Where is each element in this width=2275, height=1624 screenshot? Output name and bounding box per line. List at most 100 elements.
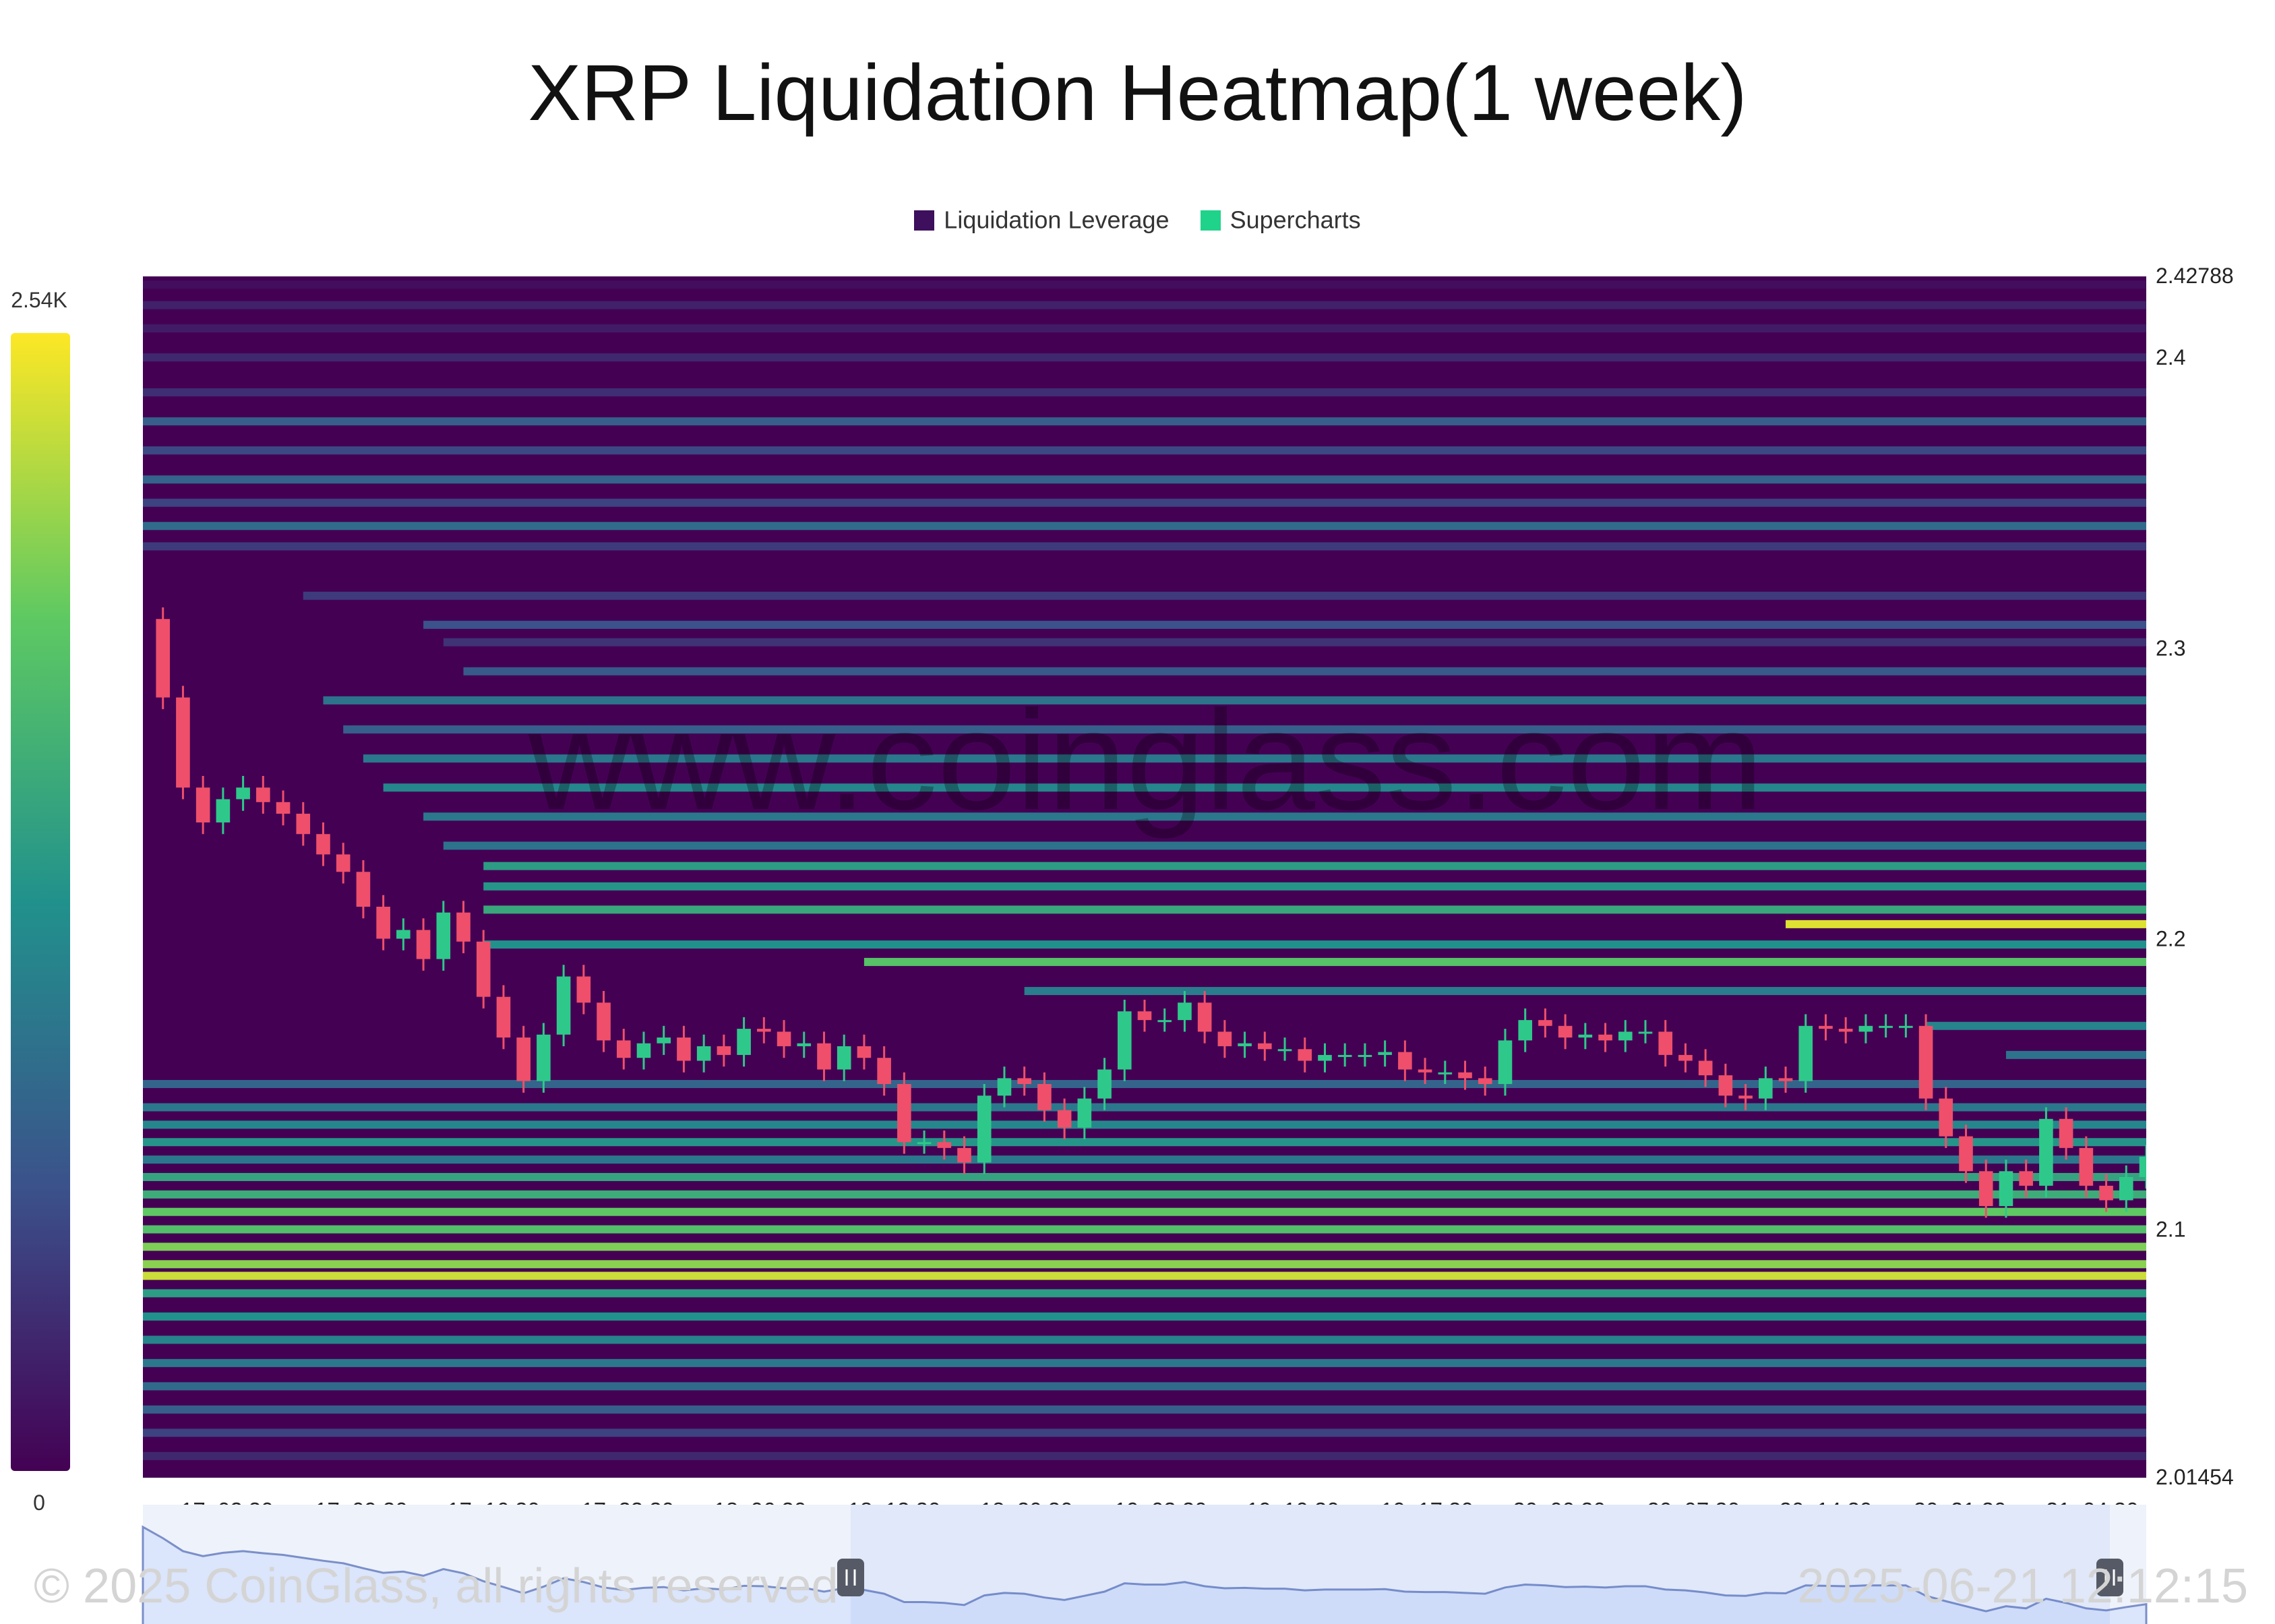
candle-body [897, 1084, 911, 1143]
legend-item-supercharts[interactable]: Supercharts [1200, 204, 1361, 234]
heat-band [463, 667, 2146, 675]
candle-body [1337, 1054, 1352, 1057]
candle-body [296, 814, 311, 835]
heat-band [143, 1335, 2146, 1344]
candle-body [657, 1037, 671, 1044]
candle-body [396, 930, 411, 939]
candle-body [576, 976, 591, 1003]
heat-band [143, 498, 2146, 507]
heat-band [863, 957, 2146, 966]
candle-body [1258, 1043, 1272, 1050]
candle-body [2139, 1156, 2146, 1177]
candle-body [496, 996, 511, 1038]
candle-body [797, 1043, 812, 1046]
candle-body [997, 1078, 1012, 1096]
heat-bands [143, 280, 2146, 1460]
candle-body [977, 1095, 992, 1163]
candle-body [556, 976, 571, 1035]
candle-body [1618, 1031, 1633, 1041]
candle-body [1598, 1034, 1612, 1041]
y-tick-label: 2.3 [2156, 636, 2185, 660]
candle-body [2119, 1176, 2133, 1201]
heat-band [143, 324, 2146, 333]
heat-band [143, 446, 2146, 455]
candle-body [316, 834, 330, 855]
candle-body [1117, 1011, 1132, 1070]
candle-body [356, 872, 371, 907]
navigator-handle-right[interactable] [2096, 1559, 2123, 1596]
copyright-text: © 2025 CoinGlass, all rights reserved [34, 1559, 839, 1613]
candle-body [597, 1002, 611, 1041]
candle-body [1899, 1025, 1913, 1028]
candle-body [537, 1034, 551, 1081]
color-scale-max-label: 2.54K [11, 288, 67, 312]
legend-item-liquidation-leverage[interactable]: Liquidation Leverage [914, 204, 1170, 234]
candle-body [1217, 1031, 1232, 1046]
candle-body [1678, 1054, 1693, 1061]
candle-body [717, 1046, 731, 1055]
candle-body [1718, 1075, 1733, 1096]
legend-swatch-supercharts [1200, 210, 1221, 231]
candle-body [1137, 1011, 1152, 1021]
candle-body [1658, 1031, 1673, 1055]
heat-band [143, 1172, 2146, 1181]
candle-body [1959, 1136, 1973, 1172]
heat-band [143, 1225, 2146, 1234]
y-tick-label: 2.1 [2156, 1217, 2185, 1242]
candle-body [516, 1037, 530, 1081]
price-candles [156, 607, 2146, 1218]
legend-label-liquidation-leverage: Liquidation Leverage [944, 206, 1170, 234]
candle-body [1238, 1043, 1252, 1046]
candle-body [1478, 1078, 1492, 1085]
y-axis: 2.42788 2.01454 2.4 2.3 2.2 2.1 [2156, 264, 2234, 1489]
candle-body [1017, 1078, 1031, 1085]
color-scale-min-label: 0 [33, 1491, 45, 1515]
candle-body [1978, 1171, 1993, 1207]
heat-band [303, 591, 2146, 600]
heat-band [483, 940, 2146, 949]
candle-body [1498, 1040, 1513, 1085]
heat-band [143, 1138, 2146, 1147]
candle-body [476, 941, 491, 997]
candle-body [1698, 1060, 1713, 1076]
candle-body [1298, 1049, 1312, 1061]
candle-body [1778, 1078, 1793, 1081]
candle-body [857, 1046, 872, 1058]
watermark-text: www.coinglass.com [528, 681, 1763, 839]
heat-band [443, 638, 2146, 646]
heat-band [323, 696, 2146, 704]
candle-body [2039, 1118, 2053, 1186]
heat-band [143, 1382, 2146, 1391]
candle-body [416, 930, 431, 959]
heat-band [143, 542, 2146, 551]
candle-body [696, 1046, 711, 1061]
heat-band [143, 1120, 2146, 1129]
candle-body [2019, 1171, 2033, 1186]
heatmap-background [143, 276, 2146, 1478]
heat-band [443, 841, 2146, 850]
legend-label-supercharts: Supercharts [1230, 206, 1361, 234]
heat-band [143, 301, 2146, 309]
navigator-handle-left[interactable] [837, 1559, 864, 1596]
timestamp-text: 2025-06-21 12:12:15 [1797, 1559, 2248, 1613]
heat-band [343, 725, 2146, 734]
navigator-selection[interactable] [851, 1505, 2110, 1624]
legend: Liquidation Leverage Supercharts [0, 204, 2275, 235]
y-tick-label: 2.4 [2156, 345, 2185, 369]
range-navigator[interactable] [142, 1505, 2148, 1624]
candle-body [2079, 1147, 2094, 1186]
heat-band [143, 1289, 2146, 1298]
heat-band [143, 475, 2146, 484]
candle-body [1918, 1025, 1933, 1099]
heat-band [143, 1103, 2146, 1112]
candle-body [677, 1037, 691, 1061]
candle-body [937, 1142, 952, 1148]
candle-body [336, 854, 351, 872]
candle-body [1819, 1025, 1833, 1029]
candle-body [1759, 1078, 1773, 1099]
heat-band [423, 812, 2146, 821]
candle-body [1538, 1020, 1552, 1026]
candle-body [1578, 1034, 1593, 1038]
candle-body [1999, 1171, 2013, 1207]
candle-body [1157, 1020, 1172, 1023]
